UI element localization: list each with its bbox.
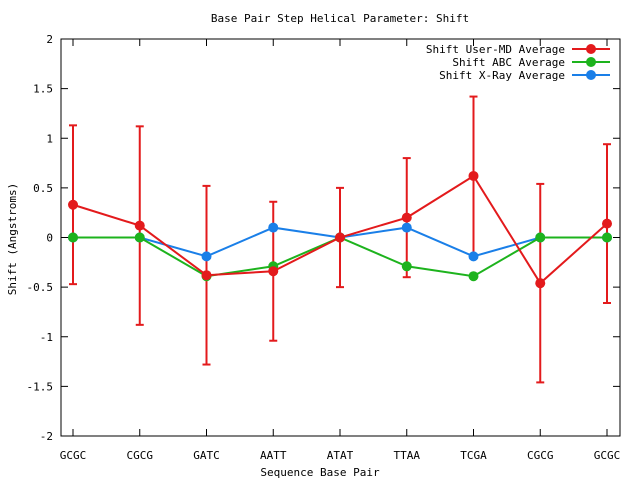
y-tick-label: -1 <box>40 331 53 344</box>
data-point <box>335 232 345 243</box>
x-tick-label: TTAA <box>394 449 421 462</box>
legend-label: Shift X-Ray Average <box>439 69 565 82</box>
legend-swatch-marker <box>586 44 596 54</box>
y-tick-label: 0.5 <box>33 182 53 195</box>
y-tick-label: -2 <box>40 430 53 443</box>
data-point <box>68 199 78 210</box>
data-point <box>468 271 479 282</box>
legend-swatch-marker <box>586 57 596 67</box>
y-tick-label: 2 <box>46 33 53 46</box>
data-point <box>401 222 412 233</box>
series <box>68 170 612 289</box>
y-tick-label: 0 <box>46 232 53 245</box>
y-tick-label: 1 <box>46 132 53 145</box>
data-point <box>68 232 78 243</box>
data-point <box>602 232 612 243</box>
data-point <box>268 222 279 233</box>
data-point <box>134 232 145 243</box>
data-point <box>602 218 612 229</box>
legend-label: Shift ABC Average <box>452 56 565 69</box>
y-axis-label: Shift (Angstroms) <box>6 183 19 296</box>
data-point <box>535 278 546 289</box>
legend-item: Shift ABC Average <box>452 56 610 69</box>
x-tick-label: CGCG <box>127 449 154 462</box>
x-tick-label: CGCG <box>527 449 554 462</box>
data-point <box>468 170 479 181</box>
x-axis-label: Sequence Base Pair <box>260 466 380 479</box>
data-point <box>401 261 412 272</box>
data-point <box>134 220 145 231</box>
legend-swatch-marker <box>586 70 596 80</box>
data-point <box>535 232 546 243</box>
x-tick-label: AATT <box>260 449 287 462</box>
x-tick-label: TCGA <box>460 449 487 462</box>
y-tick-label: -1.5 <box>27 380 54 393</box>
x-tick-label: GCGC <box>60 449 87 462</box>
data-point <box>468 251 479 262</box>
x-tick-label: ATAT <box>327 449 354 462</box>
data-point <box>268 266 279 277</box>
legend-label: Shift User-MD Average <box>426 43 565 56</box>
legend-item: Shift User-MD Average <box>426 43 610 56</box>
data-point <box>201 270 212 281</box>
data-point <box>401 212 412 223</box>
data-point <box>201 251 212 262</box>
legend-item: Shift X-Ray Average <box>439 69 610 82</box>
chart-title: Base Pair Step Helical Parameter: Shift <box>211 12 469 25</box>
y-tick-label: -0.5 <box>27 281 54 294</box>
x-tick-label: GATC <box>193 449 220 462</box>
y-tick-label: 1.5 <box>33 83 53 96</box>
x-tick-label: GCGC <box>594 449 621 462</box>
